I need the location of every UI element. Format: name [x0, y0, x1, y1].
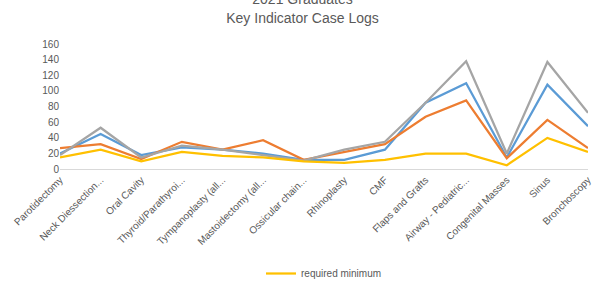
svg-text:Rhinoplasty: Rhinoplasty	[305, 174, 350, 219]
svg-text:Flaps and Grafts: Flaps and Grafts	[370, 174, 430, 234]
svg-text:40: 40	[48, 132, 60, 143]
svg-text:Oral Cavity: Oral Cavity	[103, 174, 146, 217]
svg-text:140: 140	[42, 54, 59, 65]
svg-text:100: 100	[42, 85, 59, 96]
svg-text:Bronchoscopy: Bronchoscopy	[540, 174, 593, 227]
svg-text:0: 0	[53, 164, 59, 175]
svg-text:Tympanoplasty (all...: Tympanoplasty (all...	[155, 174, 228, 247]
svg-text:60: 60	[48, 117, 60, 128]
svg-text:required minimum: required minimum	[301, 268, 381, 279]
svg-text:CMF: CMF	[367, 174, 390, 197]
svg-text:Neck Diessection...: Neck Diessection...	[37, 174, 105, 242]
svg-text:Mastoidectomy (all...: Mastoidectomy (all...	[195, 174, 268, 247]
svg-text:Thyroid/Parathyroi...: Thyroid/Parathyroi...	[115, 174, 186, 245]
svg-text:Parotidectomy: Parotidectomy	[12, 174, 65, 227]
svg-text:2021 GraduatesKey Indicator Ca: 2021 GraduatesKey Indicator Case Logs	[226, 0, 379, 26]
svg-text:Ossicular chain...: Ossicular chain...	[247, 174, 309, 236]
svg-text:Airway - Pediatric...: Airway - Pediatric...	[402, 174, 471, 243]
svg-text:160: 160	[42, 39, 59, 50]
svg-text:120: 120	[42, 70, 59, 81]
svg-text:Sinus: Sinus	[527, 174, 552, 199]
svg-text:80: 80	[48, 101, 60, 112]
svg-text:Congenital Masses: Congenital Masses	[444, 174, 512, 242]
svg-text:20: 20	[48, 148, 60, 159]
